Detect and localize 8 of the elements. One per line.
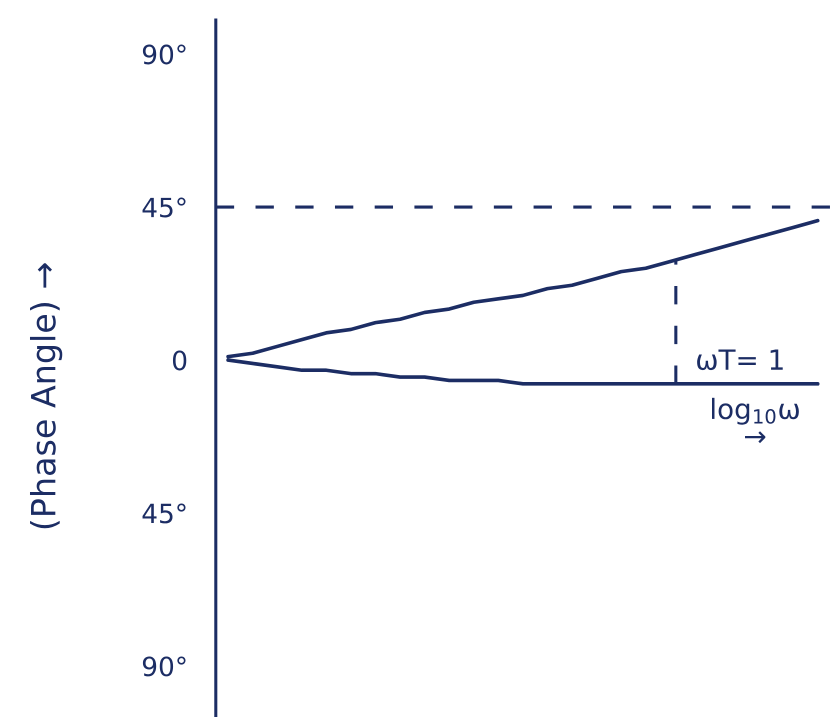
y-tick-label: 90° [142,656,186,676]
x-axis-title: log$_{10}$ω → [712,398,799,444]
y-tick-label: 0 [172,350,186,370]
y-tick-label: 45° [142,197,186,218]
y-tick-label: 45° [142,503,186,524]
y-tick-label: 90° [142,44,186,64]
y-axis-title: (Phase Angle) → [30,263,62,528]
annotation: ωT= 1 [697,349,783,370]
